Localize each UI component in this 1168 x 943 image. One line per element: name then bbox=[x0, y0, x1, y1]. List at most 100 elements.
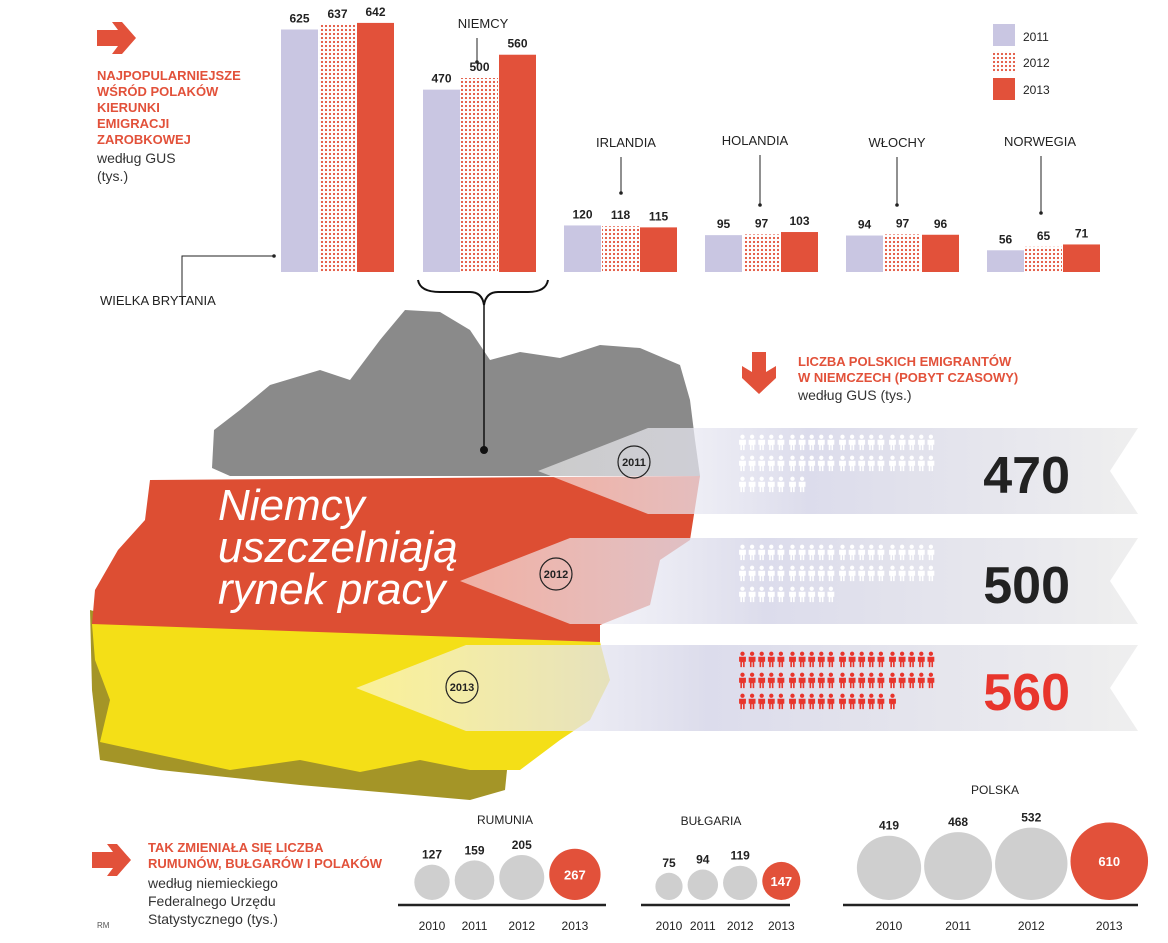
year-label-2012: 2012 bbox=[544, 569, 568, 581]
bar-niemcy-2012 bbox=[461, 78, 498, 272]
bar-value-niemcy-2011: 470 bbox=[431, 72, 451, 86]
bubble-year-polska-2011: 2011 bbox=[945, 919, 971, 933]
intro-title-5: ZAROBKOWEJ bbox=[97, 132, 191, 147]
bubble-value-rumunia-2013: 267 bbox=[564, 867, 586, 882]
bubble-group-title-rumunia: RUMUNIA bbox=[477, 813, 533, 827]
bubble-bulgaria-2011 bbox=[687, 869, 719, 900]
bottom-subtitle-1: według niemieckiego bbox=[147, 875, 278, 891]
bar-norwegia-2013 bbox=[1063, 244, 1100, 272]
legend-swatch-2011 bbox=[993, 24, 1015, 46]
leader-dot-norwegia bbox=[1039, 211, 1043, 215]
bar-wielka-brytania-2011 bbox=[281, 29, 318, 272]
bar-norwegia-2011 bbox=[987, 250, 1024, 272]
legend-label-2012: 2012 bbox=[1023, 56, 1050, 70]
bubble-year-bulgaria-2012: 2012 bbox=[727, 919, 754, 933]
leader-dot-irlandia bbox=[619, 191, 623, 195]
bar-value-wlochy-2012: 97 bbox=[896, 216, 910, 230]
bottom-intro: TAK ZMIENIAŁA SIĘ LICZBA RUMUNÓW, BUŁGAR… bbox=[92, 840, 383, 930]
bubble-value-bulgaria-2010: 75 bbox=[662, 856, 676, 870]
bubble-value-polska-2011: 468 bbox=[948, 815, 968, 829]
year-label-2011: 2011 bbox=[622, 457, 646, 469]
bar-wlochy-2013 bbox=[922, 234, 959, 272]
bubble-year-bulgaria-2010: 2010 bbox=[656, 919, 683, 933]
germany-value-2011: 470 bbox=[983, 447, 1070, 505]
bubble-value-polska-2013: 610 bbox=[1098, 854, 1120, 869]
bubble-year-rumunia-2010: 2010 bbox=[419, 919, 446, 933]
bar-value-irlandia-2012: 118 bbox=[611, 208, 631, 222]
germany-value-2013: 560 bbox=[983, 664, 1070, 722]
intro-title-4: EMIGRACJI bbox=[97, 116, 169, 131]
bar-value-wielka-brytania-2012: 637 bbox=[327, 7, 347, 21]
bar-value-niemcy-2012: 500 bbox=[469, 60, 489, 74]
ribbon-2011 bbox=[538, 428, 1138, 514]
intro-title-2: WŚRÓD POLAKÓW bbox=[97, 84, 219, 99]
bubble-value-rumunia-2010: 127 bbox=[422, 848, 442, 862]
arrow-right-icon bbox=[97, 22, 136, 54]
bar-value-holandia-2011: 95 bbox=[717, 217, 731, 231]
bar-irlandia-2013 bbox=[640, 227, 677, 272]
bar-value-wielka-brytania-2011: 625 bbox=[289, 12, 309, 26]
category-label-wielka-brytania: WIELKA BRYTANIA bbox=[100, 293, 216, 308]
brace bbox=[417, 279, 549, 306]
bar-value-wielka-brytania-2013: 642 bbox=[365, 5, 385, 19]
bubble-bulgaria-2013 bbox=[762, 861, 801, 901]
germany-ribbons: 2011 470 2012 500 2013 560 bbox=[356, 428, 1138, 731]
arrow-down-icon bbox=[742, 352, 776, 394]
bar-value-norwegia-2011: 56 bbox=[999, 232, 1013, 246]
bar-holandia-2012 bbox=[743, 234, 780, 272]
bar-norwegia-2012 bbox=[1025, 246, 1062, 272]
bar-irlandia-2011 bbox=[564, 225, 601, 272]
category-label-holandia: HOLANDIA bbox=[722, 133, 789, 148]
bubble-polska-2012 bbox=[995, 827, 1068, 901]
year-circle-2011 bbox=[617, 445, 651, 479]
bubble-value-bulgaria-2011: 94 bbox=[696, 853, 710, 867]
bar-value-holandia-2012: 97 bbox=[755, 216, 769, 230]
bubble-year-rumunia-2013: 2013 bbox=[562, 919, 589, 933]
ribbon-2013 bbox=[356, 645, 1138, 731]
ribbon-2012 bbox=[460, 538, 1138, 624]
germany-subtitle: według GUS (tys.) bbox=[797, 387, 912, 403]
bar-niemcy-2013 bbox=[499, 54, 536, 272]
germany-value-2012: 500 bbox=[983, 557, 1070, 615]
intro-title-3: KIERUNKI bbox=[97, 100, 160, 115]
bubble-rumunia-2013 bbox=[549, 848, 601, 901]
category-label-norwegia: NORWEGIA bbox=[1004, 134, 1076, 149]
bubble-charts: RUMUNIA 127 2010 159 2011 205 2012 267 2013 BUŁGA… bbox=[398, 783, 1149, 933]
bottom-subtitle-2: Federalnego Urzędu bbox=[148, 893, 276, 909]
bubble-year-bulgaria-2013: 2013 bbox=[768, 919, 795, 933]
bar-wielka-brytania-2013 bbox=[357, 22, 394, 273]
bottom-subtitle-3: Statystycznego (tys.) bbox=[148, 911, 278, 927]
year-label-2013: 2013 bbox=[450, 682, 474, 694]
connector-dot bbox=[480, 446, 488, 454]
bubble-value-rumunia-2012: 205 bbox=[512, 838, 532, 852]
bubble-year-polska-2013: 2013 bbox=[1096, 919, 1123, 933]
bar-value-wlochy-2011: 94 bbox=[858, 218, 872, 232]
bubble-group-title-polska: POLSKA bbox=[971, 783, 1019, 797]
bubble-polska-2013 bbox=[1070, 822, 1149, 900]
germany-title-2: W NIEMCZECH (POBYT CZASOWY) bbox=[798, 370, 1018, 385]
intro-subtitle-2: (tys.) bbox=[97, 168, 128, 184]
bar-holandia-2013 bbox=[781, 232, 818, 272]
arrow-right-icon-bottom bbox=[92, 844, 131, 876]
bar-value-norwegia-2012: 65 bbox=[1037, 229, 1051, 243]
bar-wlochy-2011 bbox=[846, 235, 883, 272]
legend-swatch-2013 bbox=[993, 78, 1015, 100]
year-circle-2013 bbox=[445, 670, 479, 704]
bar-holandia-2011 bbox=[705, 235, 742, 272]
bar-wlochy-2012 bbox=[884, 234, 921, 272]
intro-block: NAJPOPULARNIEJSZE WŚRÓD POLAKÓW KIERUNKI… bbox=[96, 22, 241, 184]
bubble-polska-2011 bbox=[924, 832, 993, 900]
bubble-rumunia-2011 bbox=[454, 860, 495, 900]
intro-subtitle-1: według GUS bbox=[96, 150, 176, 166]
bar-irlandia-2012 bbox=[602, 226, 639, 272]
bubble-polska-2010 bbox=[856, 835, 922, 900]
bottom-title-1: TAK ZMIENIAŁA SIĘ LICZBA bbox=[148, 840, 324, 855]
bubble-group-title-bulgaria: BUŁGARIA bbox=[681, 814, 742, 828]
bubble-bulgaria-2010 bbox=[655, 872, 683, 900]
bubble-rumunia-2010 bbox=[414, 864, 450, 900]
germany-title-1: LICZBA POLSKICH EMIGRANTÓW bbox=[798, 354, 1012, 369]
bar-value-irlandia-2011: 120 bbox=[572, 207, 592, 221]
bubble-year-rumunia-2012: 2012 bbox=[508, 919, 535, 933]
niemcy-connector bbox=[417, 279, 549, 454]
